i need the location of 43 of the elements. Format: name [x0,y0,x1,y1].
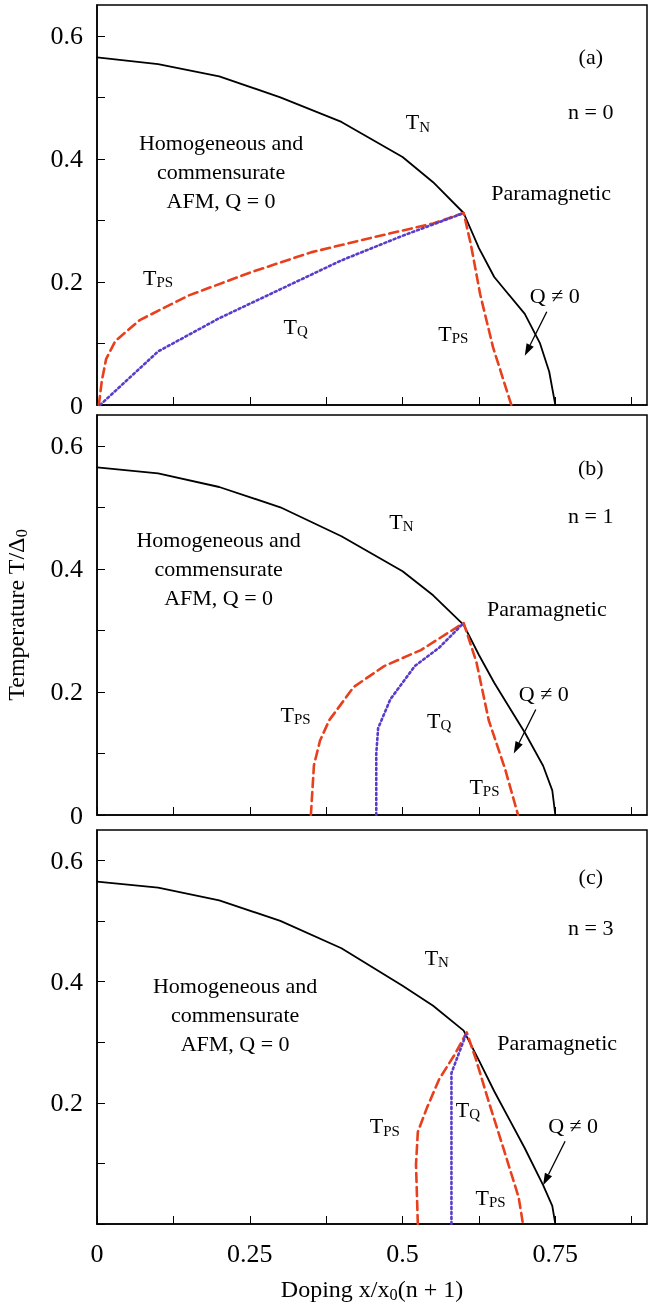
annotation: TN [424,944,450,971]
y-tick-label: 0.6 [50,845,83,875]
annotation: TPS [369,1113,400,1139]
y-tick-label: 0 [70,390,83,420]
annotation: Homogeneous and commensurate AFM, Q = 0 [152,972,318,1056]
annotation: TQ [283,313,308,340]
y-tick-label: 0 [70,800,83,830]
y-tick-label: 0.2 [50,677,83,707]
y-tick-label: 0.4 [50,967,83,997]
annotation: TPS [469,773,500,800]
y-tick-label: 0.4 [50,554,83,584]
annotation: Homogeneous and commensurate AFM, Q = 0 [138,130,304,214]
annotation: Q ≠ 0 [548,1112,599,1138]
annotation: n = 3 [568,915,614,941]
annotation: TPS [143,264,174,290]
annotation: TN [389,508,414,535]
annotation: (c) [578,863,603,889]
annotation: TQ [427,707,452,734]
y-tick-label: 0.6 [50,21,83,51]
y-tick-label: 0.6 [50,431,83,461]
annotation: (a) [578,43,603,69]
annotation: TPS [438,320,469,346]
annotation: n = 1 [568,502,614,528]
y-tick-label: 0.4 [50,144,83,174]
x-tick-label: 0.25 [227,1238,273,1268]
y-tick-label: 0.2 [50,1088,83,1118]
annotation: Homogeneous and commensurate AFM, Q = 0 [136,527,301,611]
annotation: TPS [280,701,311,728]
annotation: TPS [475,1184,506,1211]
annotation: Paramagnetic [486,595,607,621]
x-tick-label: 0.75 [532,1238,579,1268]
x-tick-label: 0.5 [386,1238,419,1268]
annotation: n = 0 [568,98,614,124]
x-tick-label: 0 [90,1238,104,1268]
annotation: TQ [455,1096,481,1123]
annotation: TN [405,109,431,135]
annotation: Q ≠ 0 [518,680,569,706]
y-axis-title: Temperature T/Δ0 [2,529,31,701]
annotation: (b) [577,455,604,481]
annotation: Q ≠ 0 [529,283,580,309]
annotation: Paramagnetic [491,179,612,205]
annotation: Paramagnetic [497,1030,618,1056]
y-tick-label: 0.2 [50,267,83,297]
